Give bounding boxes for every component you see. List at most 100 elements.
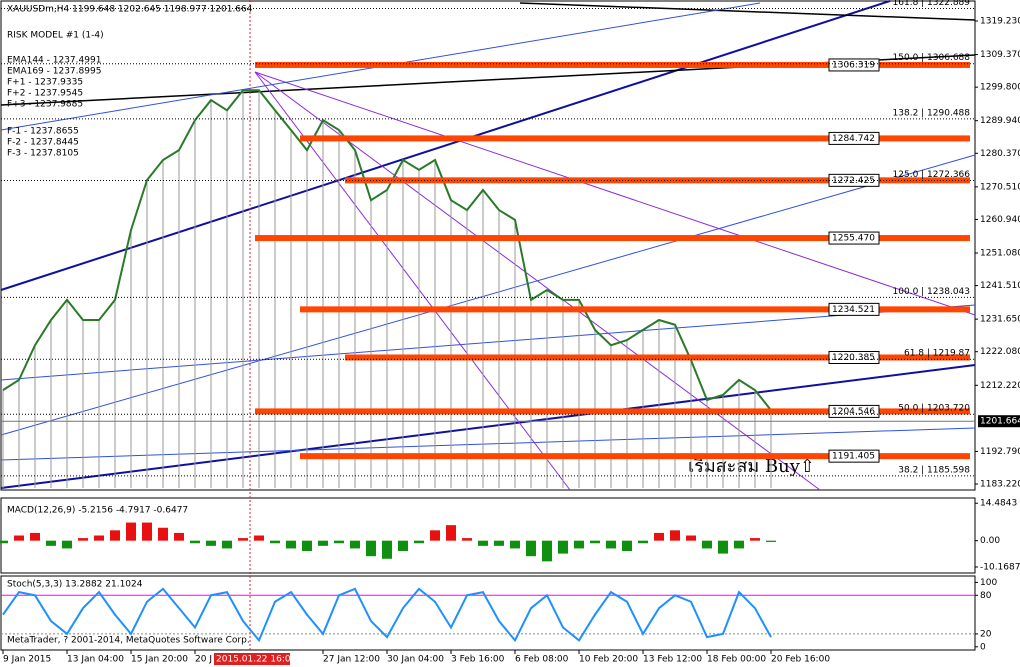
macd-bar [414, 540, 424, 544]
level-bar [300, 453, 970, 460]
y-tick-label: 1183.220 [980, 480, 1020, 490]
y-tick-label: 1299.800 [980, 83, 1020, 93]
macd-bar [286, 540, 296, 549]
y-tick-label: 1309.370 [980, 50, 1020, 60]
macd-bar [590, 540, 600, 544]
macd-bar [606, 540, 616, 549]
y-tick-label: 0.00 [980, 536, 1000, 546]
level-bar [255, 408, 970, 415]
trend-line [519, 2, 976, 21]
macd-bar [366, 540, 376, 557]
macd-bar [638, 540, 648, 544]
level-bar [255, 235, 970, 242]
macd-bar [766, 540, 776, 542]
y-tick-label: -10.1687 [980, 562, 1020, 572]
macd-bar [510, 540, 520, 549]
macd-bar [158, 527, 168, 541]
macd-bar [46, 540, 56, 546]
macd-bar [670, 530, 680, 541]
fib-label: 38.2 | 1185.598 [898, 465, 970, 475]
y-tick-label: 1241.510 [980, 281, 1020, 291]
x-tick-label: 30 Jan 04:00 [387, 655, 444, 665]
macd-bar [430, 530, 440, 541]
fib-label: 100.0 | 1238.043 [893, 287, 970, 297]
macd-bar [206, 540, 216, 546]
macd-bar [110, 530, 120, 541]
x-tick-label: 15 Jan 20:00 [131, 655, 188, 665]
indicator-label: F-2 - 1237.8445 [7, 138, 79, 148]
level-bar [345, 354, 970, 361]
fib-label: 125.0 | 1272.366 [893, 170, 971, 180]
x-tick-label: 9 Jan 2015 [3, 655, 51, 665]
x-tick-label: 6 Feb 08:00 [515, 655, 569, 665]
macd-bar [238, 538, 248, 541]
x-tick-label: 13 Feb 12:00 [643, 655, 702, 665]
macd-bar [702, 540, 712, 549]
level-bar [345, 177, 970, 184]
level-label: 1191.405 [832, 452, 875, 462]
level-label: 1234.521 [832, 305, 875, 315]
macd-bar [542, 540, 552, 562]
y-tick-label: 1212.220 [980, 381, 1020, 391]
y-tick-label: 1319.230 [980, 17, 1020, 27]
y-tick-label: 100 [980, 578, 997, 588]
macd-bar [622, 540, 632, 552]
macd-panel [0, 497, 976, 574]
chart-title: XAUUSDm,H4 1199.648 1202.645 1198.977 12… [7, 5, 253, 15]
macd-bar [462, 538, 472, 541]
macd-bar [142, 522, 152, 541]
macd-bar [126, 522, 136, 541]
macd-bar [270, 540, 280, 544]
fib-label: 61.8 | 1219.87 [904, 349, 970, 359]
level-bar [255, 61, 970, 68]
macd-bar [14, 535, 24, 541]
macd-bar [302, 540, 312, 552]
macd-bar [190, 540, 200, 544]
macd-bar [334, 540, 344, 544]
x-tick-label: 13 Jan 04:00 [67, 655, 124, 665]
macd-bar [382, 540, 392, 559]
fib-label: 50.0 | 1203.720 [898, 404, 970, 414]
indicator-label: EMA144 - 1237.4991 [7, 56, 101, 66]
macd-bar [734, 540, 744, 549]
y-tick-label: 1222.080 [980, 347, 1020, 357]
fib-label: 161.8 | 1322.889 [893, 0, 971, 8]
x-tick-label: 10 Feb 20:00 [579, 655, 638, 665]
level-label-bg [828, 58, 880, 72]
y-tick-label: 0 [980, 642, 986, 652]
indicator-label: EMA169 - 1237.8995 [7, 67, 101, 77]
macd-bar [446, 525, 456, 541]
macd-bar [94, 535, 104, 541]
macd-bar [494, 540, 504, 546]
level-bar [300, 135, 970, 142]
crosshair-label: 2015.01.22 16:00 [216, 655, 297, 665]
macd-bar [574, 540, 584, 549]
y-tick-label: 1231.650 [980, 315, 1020, 325]
level-label: 1220.385 [832, 353, 875, 363]
y-tick-label: 1192.790 [980, 447, 1020, 457]
macd-title: MACD(12,26,9) -5.2156 -4.7917 -0.6477 [7, 506, 188, 516]
y-tick-label: 1280.370 [980, 149, 1020, 159]
trend-line [0, 0, 891, 291]
indicator-label: F-3 - 1237.8105 [7, 149, 79, 159]
macd-bar [78, 538, 88, 541]
macd-bar [398, 540, 408, 552]
x-tick-label: 27 Jan 12:00 [323, 655, 380, 665]
indicator-label: F+3 - 1237.9885 [7, 100, 83, 110]
risk-model: RISK MODEL #1 (1-4) [7, 31, 104, 41]
x-tick-label: 18 Feb 00:00 [707, 655, 766, 665]
x-tick-label: 3 Feb 16:00 [451, 655, 505, 665]
price-line [2, 89, 772, 411]
macd-bar [718, 540, 728, 554]
y-tick-label: 1289.940 [980, 116, 1020, 126]
x-tick-label: 20 Feb 16:00 [771, 655, 830, 665]
level-label: 1306.319 [832, 60, 875, 70]
level-label-bg [828, 350, 880, 364]
level-bar [300, 306, 970, 313]
indicator-label: F+2 - 1237.9545 [7, 89, 83, 99]
stoch-panel [0, 575, 976, 651]
macd-bar [526, 540, 536, 557]
